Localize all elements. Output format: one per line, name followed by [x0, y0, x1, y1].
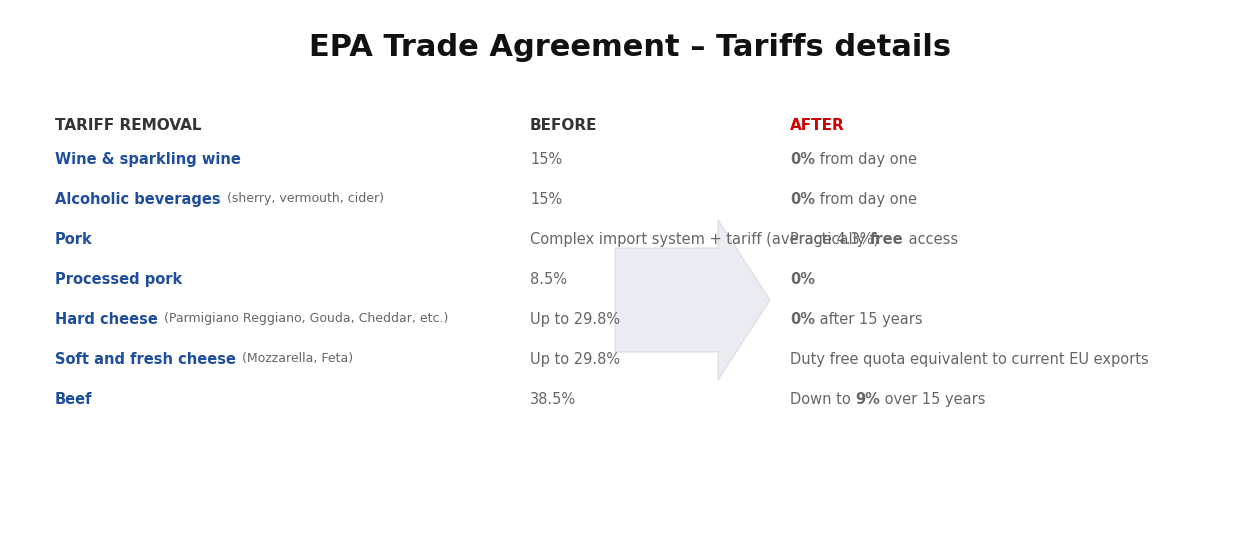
Text: 15%: 15% [530, 192, 562, 207]
Text: 38.5%: 38.5% [530, 392, 576, 407]
Text: 0%: 0% [790, 272, 815, 287]
Text: Complex import system + tariff (average 4.3%): Complex import system + tariff (average … [530, 232, 879, 247]
Text: access: access [903, 232, 958, 247]
Text: BEFORE: BEFORE [530, 118, 597, 133]
Text: 8.5%: 8.5% [530, 272, 567, 287]
Text: 0%: 0% [790, 192, 815, 207]
Text: 9%: 9% [856, 392, 881, 407]
Text: Up to 29.8%: Up to 29.8% [530, 312, 620, 327]
Text: Down to: Down to [790, 392, 856, 407]
Text: AFTER: AFTER [790, 118, 844, 133]
Text: free: free [869, 232, 903, 247]
Text: Duty free quota equivalent to current EU exports: Duty free quota equivalent to current EU… [790, 352, 1149, 367]
Text: (sherry, vermouth, cider): (sherry, vermouth, cider) [223, 192, 383, 205]
Text: 0%: 0% [790, 152, 815, 167]
Text: Hard cheese: Hard cheese [55, 312, 158, 327]
Text: EPA Trade Agreement – Tariffs details: EPA Trade Agreement – Tariffs details [309, 33, 951, 62]
Text: from day one: from day one [815, 192, 917, 207]
Text: from day one: from day one [815, 152, 917, 167]
Text: 15%: 15% [530, 152, 562, 167]
Text: Processed pork: Processed pork [55, 272, 183, 287]
Text: Wine & sparkling wine: Wine & sparkling wine [55, 152, 241, 167]
Text: Beef: Beef [55, 392, 92, 407]
Text: Practically: Practically [790, 232, 869, 247]
Text: Alcoholic beverages: Alcoholic beverages [55, 192, 220, 207]
Text: TARIFF REMOVAL: TARIFF REMOVAL [55, 118, 202, 133]
Text: 0%: 0% [790, 312, 815, 327]
Text: (Parmigiano Reggiano, Gouda, Cheddar, etc.): (Parmigiano Reggiano, Gouda, Cheddar, et… [160, 312, 449, 325]
Text: after 15 years: after 15 years [815, 312, 922, 327]
Text: Pork: Pork [55, 232, 93, 247]
Text: (Mozzarella, Feta): (Mozzarella, Feta) [238, 352, 353, 365]
Polygon shape [615, 220, 770, 380]
Text: Up to 29.8%: Up to 29.8% [530, 352, 620, 367]
Text: Soft and fresh cheese: Soft and fresh cheese [55, 352, 236, 367]
Text: over 15 years: over 15 years [881, 392, 985, 407]
